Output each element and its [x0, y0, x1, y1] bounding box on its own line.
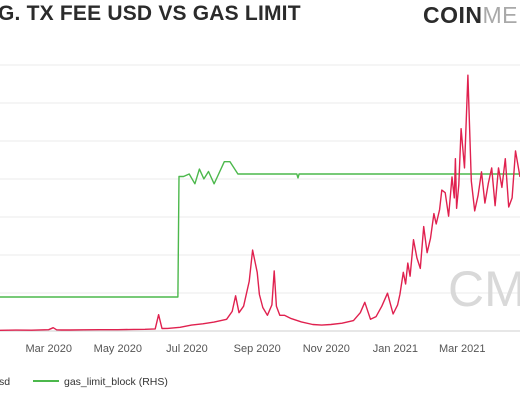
legend-label-gas-limit: gas_limit_block (RHS) — [64, 376, 168, 388]
series-line-gas-limit — [0, 160, 520, 298]
x-tick-label: Mar 2020 — [25, 343, 71, 355]
series-line-tx-fee — [0, 74, 520, 331]
logo-light-text: ME — [482, 2, 518, 28]
x-tick-label: Sep 2020 — [234, 343, 281, 355]
legend: sd gas_limit_block (RHS) — [0, 376, 168, 388]
coinmetrics-logo: COINME — [423, 2, 518, 29]
chart-title: G. TX FEE USD VS GAS LIMIT — [0, 2, 301, 25]
x-tick-label: Jul 2020 — [166, 343, 208, 355]
legend-label-sd: sd — [0, 376, 10, 388]
grid-lines — [0, 64, 520, 332]
series-group — [0, 74, 520, 331]
logo-strong-text: COIN — [423, 2, 483, 28]
x-axis-ticks: Mar 2020 May 2020 Jul 2020 Sep 2020 Nov 2020… — [25, 343, 485, 355]
x-tick-label: Nov 2020 — [303, 343, 350, 355]
x-tick-label: Jan 2021 — [373, 343, 418, 355]
x-tick-label: May 2020 — [94, 343, 142, 355]
x-tick-label: Mar 2021 — [439, 343, 485, 355]
watermark-text: CM — [448, 261, 520, 317]
